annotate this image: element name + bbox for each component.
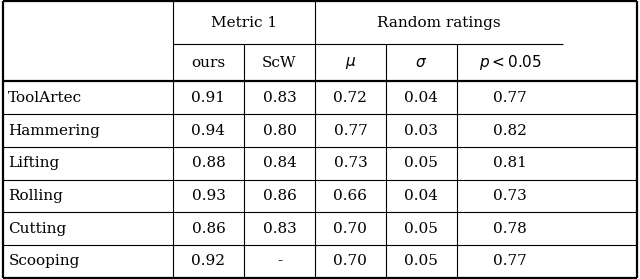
Text: 0.77: 0.77 — [333, 124, 367, 138]
Text: 0.78: 0.78 — [493, 222, 527, 235]
Text: 0.83: 0.83 — [262, 222, 296, 235]
Text: 0.04: 0.04 — [404, 189, 438, 203]
Text: 0.94: 0.94 — [191, 124, 225, 138]
Text: 0.05: 0.05 — [404, 156, 438, 170]
Text: 0.05: 0.05 — [404, 222, 438, 235]
Text: Rolling: Rolling — [8, 189, 63, 203]
Text: Cutting: Cutting — [8, 222, 67, 235]
Text: Lifting: Lifting — [8, 156, 60, 170]
Text: $p < 0.05$: $p < 0.05$ — [479, 53, 541, 72]
Text: 0.73: 0.73 — [333, 156, 367, 170]
Text: 0.77: 0.77 — [493, 254, 527, 268]
Text: -: - — [277, 254, 282, 268]
Text: ours: ours — [191, 56, 225, 70]
Text: $\sigma$: $\sigma$ — [415, 56, 428, 70]
Text: 0.66: 0.66 — [333, 189, 367, 203]
Text: $\mu$: $\mu$ — [345, 55, 356, 71]
Text: 0.88: 0.88 — [191, 156, 225, 170]
Text: 0.04: 0.04 — [404, 91, 438, 105]
Text: Random ratings: Random ratings — [378, 16, 501, 30]
Text: 0.80: 0.80 — [262, 124, 296, 138]
Text: 0.70: 0.70 — [333, 222, 367, 235]
Text: 0.03: 0.03 — [404, 124, 438, 138]
Text: ToolArtec: ToolArtec — [8, 91, 83, 105]
Text: 0.81: 0.81 — [493, 156, 527, 170]
Text: 0.73: 0.73 — [493, 189, 527, 203]
Text: Hammering: Hammering — [8, 124, 100, 138]
Text: Scooping: Scooping — [8, 254, 80, 268]
Text: 0.72: 0.72 — [333, 91, 367, 105]
Text: 0.83: 0.83 — [262, 91, 296, 105]
Text: Metric 1: Metric 1 — [211, 16, 277, 30]
Text: 0.82: 0.82 — [493, 124, 527, 138]
Text: 0.91: 0.91 — [191, 91, 225, 105]
Text: 0.05: 0.05 — [404, 254, 438, 268]
Text: 0.70: 0.70 — [333, 254, 367, 268]
Text: 0.86: 0.86 — [191, 222, 225, 235]
Text: 0.84: 0.84 — [262, 156, 296, 170]
Text: 0.92: 0.92 — [191, 254, 225, 268]
Text: 0.93: 0.93 — [191, 189, 225, 203]
Text: 0.86: 0.86 — [262, 189, 296, 203]
Text: ScW: ScW — [262, 56, 297, 70]
Text: 0.77: 0.77 — [493, 91, 527, 105]
